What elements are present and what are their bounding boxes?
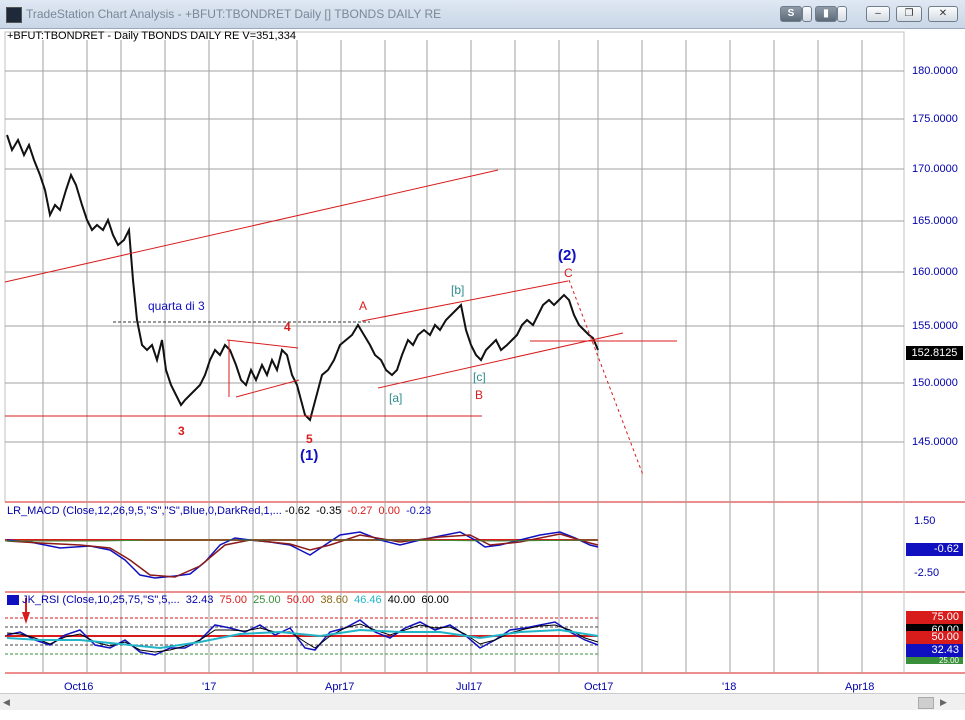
macd-axis-label: 1.50 [914,515,936,527]
macd-value-3: -0.27 [347,505,373,517]
price-axis-label: 180.0000 [912,65,958,77]
close-button[interactable]: ✕ [928,6,958,22]
horizontal-grid [5,70,904,443]
long-trend-line [4,169,499,283]
macd-value-box: -0.62 [906,543,963,556]
price-axis-label: 175.0000 [912,113,958,125]
macd-value-5: -0.23 [406,505,432,517]
window-titlebar: TradeStation Chart Analysis - +BFUT:TBON… [0,0,965,29]
rsi-panel [5,598,599,656]
rsi-value-4: 50.00 [286,594,315,606]
symbol-link-s-button[interactable]: S [780,6,802,22]
price-axis-label: 145.0000 [912,436,958,448]
wave-a-label: [a] [389,391,403,405]
quarta-di-3-label: quarta di 3 [148,299,205,313]
rsi-legend-swatch [7,595,19,606]
rsi-value-3: 25.00 [253,594,281,606]
vertical-grid [42,40,863,673]
price-axis-label: 170.0000 [912,163,958,175]
macd-legend: LR_MACD (Close,12,26,9,5,"S","S",Blue,0,… [7,505,431,517]
window-title: TradeStation Chart Analysis - +BFUT:TBON… [26,7,442,21]
wave-B-label: B [475,388,484,402]
rsi-value-6: 46.46 [354,594,382,606]
wave-A-label: A [359,299,368,313]
wave-b-label: [b] [451,283,465,297]
wave-4-label: 4 [284,320,291,334]
price-axis-label: 150.0000 [912,377,958,389]
chart-menu-dropdown-button[interactable] [837,6,847,22]
channel-upper-line [361,280,569,322]
x-axis-label: Oct17 [584,681,614,693]
price-axis-label: 165.0000 [912,215,958,227]
macd-value-4: 0.00 [378,505,400,517]
rsi-box-50: 50.00 [906,631,963,644]
x-axis-label: Apr18 [845,681,875,693]
rsi-box-value: 32.43 [906,644,963,657]
macd-value-2: -0.35 [316,505,342,517]
price-bars-series [6,134,599,422]
scroll-right-arrow-icon[interactable]: ▶ [940,697,947,707]
wave-c-label: [c] [473,370,486,384]
x-axis-label: '18 [722,681,737,693]
main-chart-legend: +BFUT:TBONDRET - Daily TBONDS DAILY RE V… [7,30,296,42]
wave-C-label: C [564,266,573,280]
x-axis-label: '17 [202,681,217,693]
rsi-value-5: 38.60 [320,594,348,606]
macd-legend-name: LR_MACD (Close,12,26,9,5,"S","S",Blue,0,… [7,505,282,517]
wave-3-label: 3 [178,424,185,438]
minimize-button[interactable]: – [866,6,890,22]
rsi-legend-name: JK_RSI (Close,10,25,75,"S",5,... [22,594,180,606]
macd-value-1: -0.62 [284,505,310,517]
scroll-left-arrow-icon[interactable]: ◀ [3,697,10,707]
wave-2-label: (2) [558,247,577,264]
price-axis-label: 160.0000 [912,266,958,278]
macd-axis-label: -2.50 [914,567,940,579]
horizontal-scrollbar[interactable]: ◀ ▶ [0,693,965,710]
macd-panel [5,531,599,579]
price-axis-label: 155.0000 [912,320,958,332]
x-axis-label: Oct16 [64,681,94,693]
rsi-value-8: 60.00 [421,594,449,606]
rsi-box-75: 75.00 [906,611,963,624]
channel-lower-line [377,332,624,389]
symbol-link-dropdown-button[interactable] [802,6,812,22]
tradestation-app-icon [6,7,22,23]
x-axis-label: Jul17 [456,681,483,693]
x-axis-label: Apr17 [325,681,355,693]
projection-dotted-line [568,279,644,476]
rsi-value-1: 32.43 [185,594,214,606]
rsi-arrow-marker [22,612,30,624]
wave-5-label: 5 [306,432,313,446]
scrollbar-thumb[interactable] [918,697,934,709]
triangle-lower-line [235,379,300,398]
rsi-legend: JK_RSI (Close,10,25,75,"S",5,... 32.43 7… [7,594,449,606]
rsi-value-2: 75.00 [219,594,247,606]
rsi-box-25: 25.00 [906,657,963,665]
chart-menu-button[interactable]: ▮ [815,6,837,22]
restore-button[interactable]: ❐ [896,6,922,22]
main-price-panel [4,31,905,503]
wave-1-label: (1) [300,447,319,464]
chart-canvas[interactable] [0,29,965,720]
triangle-upper-line [226,339,299,349]
last-price-marker: 152.8125 [906,346,963,360]
rsi-value-7: 40.00 [387,594,416,606]
